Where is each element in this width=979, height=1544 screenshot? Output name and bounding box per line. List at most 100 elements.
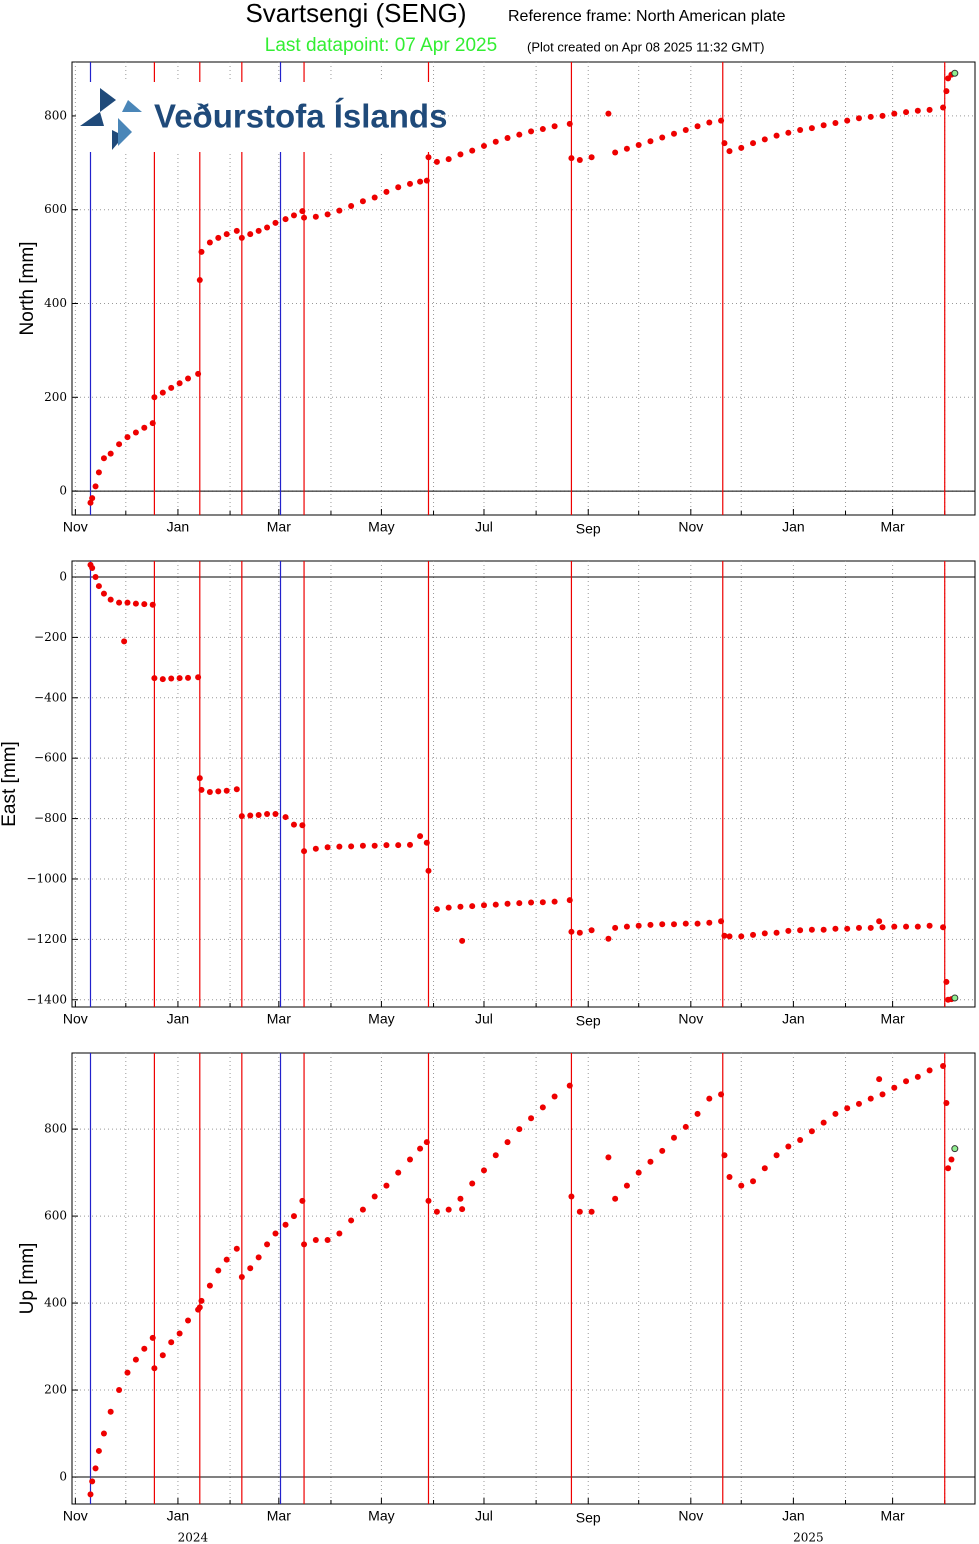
x-tick-label: Jan [167, 519, 190, 535]
data-point [480, 1167, 487, 1174]
data-point [612, 924, 619, 931]
data-point [264, 224, 271, 231]
data-point [903, 923, 910, 930]
data-point [417, 1145, 424, 1152]
data-point [107, 1408, 114, 1415]
data-point [92, 1465, 99, 1472]
data-point [566, 120, 573, 127]
data-point [750, 931, 757, 938]
data-point [348, 1217, 355, 1224]
data-point [718, 1091, 725, 1098]
x-tick-label: Mar [881, 1011, 905, 1027]
x-tick-label: May [368, 1011, 394, 1027]
x-year-label: 2025 [793, 1531, 824, 1544]
data-point [528, 128, 535, 135]
data-point [528, 899, 535, 906]
x-tick-label: Jul [475, 519, 493, 535]
data-point [196, 277, 203, 284]
data-point [785, 927, 792, 934]
data-point [718, 117, 725, 124]
data-point [480, 142, 487, 149]
data-point [726, 1173, 733, 1180]
x-tick-label: Nov [678, 1011, 703, 1027]
data-point [492, 138, 499, 145]
data-point [551, 898, 558, 905]
data-point [492, 901, 499, 908]
data-point [95, 583, 102, 590]
y-tick-label: 0 [59, 1470, 67, 1484]
data-point [282, 216, 289, 223]
data-point [903, 109, 910, 116]
data-point [445, 1206, 452, 1213]
data-point [301, 848, 308, 855]
data-point [457, 903, 464, 910]
x-tick-label: Sep [576, 521, 601, 537]
data-point [671, 921, 677, 928]
y-tick-label: 0 [59, 570, 67, 584]
logo-background [76, 82, 430, 152]
data-point [423, 177, 430, 184]
data-point [149, 601, 156, 608]
data-point [206, 1282, 213, 1289]
data-point [272, 219, 279, 226]
data-point [867, 1095, 874, 1102]
data-point [694, 123, 701, 130]
data-point [943, 978, 950, 985]
data-point [566, 1082, 573, 1089]
data-point [116, 599, 123, 606]
data-point [417, 178, 424, 185]
data-point [576, 929, 583, 936]
data-point [568, 155, 575, 162]
x-tick-label: Jan [782, 1508, 805, 1524]
data-point [89, 495, 96, 502]
data-point [855, 924, 862, 931]
data-point [750, 140, 757, 147]
data-point [425, 154, 432, 161]
data-point [185, 1317, 192, 1324]
data-point [383, 842, 390, 849]
data-point [247, 812, 254, 819]
data-point [272, 1230, 279, 1237]
data-point [151, 394, 158, 401]
data-point [951, 1145, 959, 1153]
data-point [348, 202, 355, 209]
data-point [459, 937, 466, 944]
data-point [95, 469, 102, 476]
y-axis-label: North [mm] [17, 242, 38, 336]
data-point [671, 1134, 677, 1141]
data-point [914, 923, 921, 930]
data-point [516, 1126, 523, 1133]
data-point [168, 675, 175, 682]
x-tick-label: Mar [881, 519, 905, 535]
data-point [359, 198, 366, 205]
data-point [504, 1139, 511, 1146]
data-point [238, 813, 245, 820]
y-tick-label: 600 [44, 202, 67, 216]
data-point [903, 1078, 910, 1085]
data-point [124, 1369, 131, 1376]
data-point [647, 1158, 654, 1165]
y-tick-label: 400 [44, 296, 67, 310]
data-point [623, 923, 630, 930]
data-point [926, 1067, 933, 1074]
x-year-label: 2024 [178, 1531, 209, 1544]
data-point [926, 106, 933, 113]
data-point [951, 69, 959, 77]
x-tick-label: Nov [678, 519, 703, 535]
data-point [445, 156, 452, 163]
data-point [176, 1330, 183, 1337]
data-point [492, 1152, 499, 1159]
data-point [425, 1197, 432, 1204]
data-point [406, 180, 413, 187]
data-point [336, 1230, 343, 1237]
data-point [785, 129, 792, 136]
data-point [926, 922, 933, 929]
data-point [206, 789, 213, 796]
data-point [185, 674, 192, 681]
data-point [299, 1197, 306, 1204]
data-point [516, 131, 523, 138]
data-point [290, 1213, 297, 1220]
data-point [223, 787, 230, 794]
data-point [914, 107, 921, 114]
